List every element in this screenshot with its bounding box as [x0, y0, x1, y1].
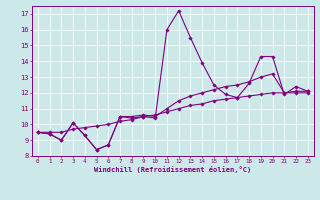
X-axis label: Windchill (Refroidissement éolien,°C): Windchill (Refroidissement éolien,°C) — [94, 166, 252, 173]
